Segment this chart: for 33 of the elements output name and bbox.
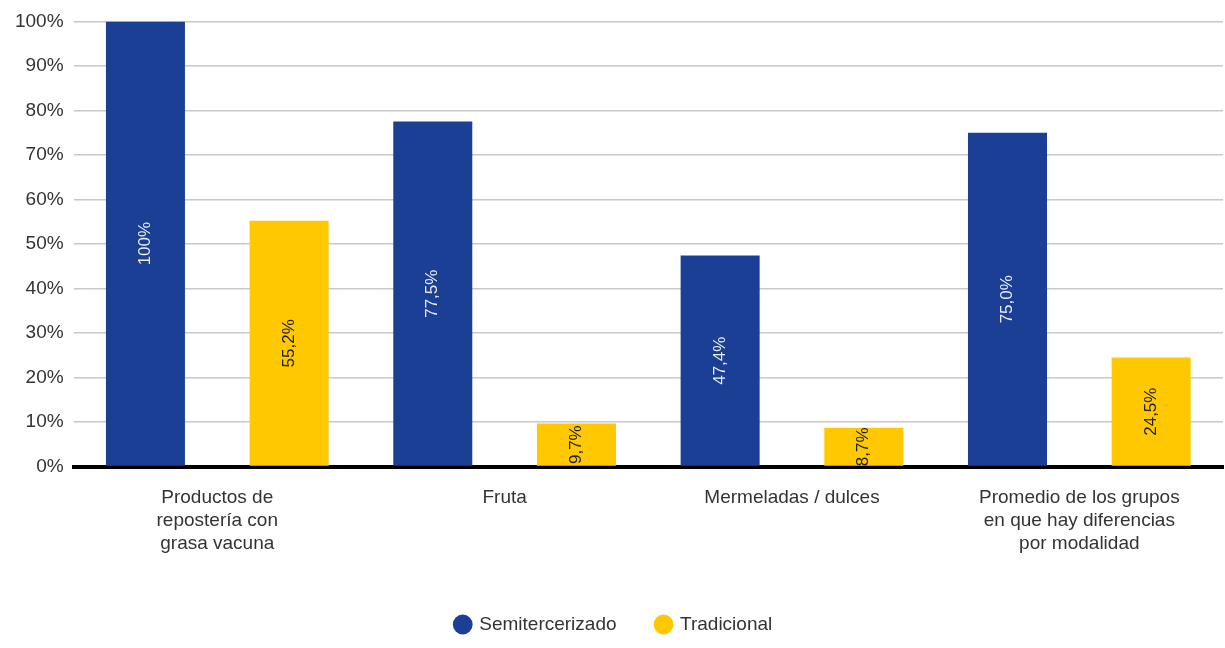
y-tick-label: 20%	[25, 365, 64, 387]
x-tick-label: Promedio de los grupos en que hay diferencias por modalidad	[978, 486, 1180, 553]
y-tick-label: 90%	[25, 54, 64, 76]
y-tick-label: 70%	[25, 143, 64, 165]
x-tick-label: Mermeladas / dulces	[704, 486, 880, 508]
y-tick-label: 40%	[25, 276, 64, 298]
y-tick-label: 10%	[25, 410, 64, 432]
bar	[249, 220, 329, 466]
legend-label: Tradicional	[680, 612, 773, 634]
x-tick-label: Fruta	[482, 486, 528, 508]
bar	[967, 132, 1047, 466]
bar	[824, 427, 904, 466]
data-label: 24,5%	[1140, 387, 1160, 436]
legend-label: Semitercerizado	[479, 612, 617, 634]
data-label: 75,0%	[997, 275, 1017, 324]
y-tick-label: 0%	[36, 454, 64, 476]
bar	[105, 21, 185, 466]
bar	[536, 423, 616, 466]
bar	[680, 255, 760, 466]
bar	[393, 121, 473, 466]
data-label: 55,2%	[278, 319, 298, 368]
y-tick-label: 30%	[25, 321, 64, 343]
bar	[1111, 357, 1191, 466]
data-label: 100%	[135, 221, 155, 266]
y-tick-label: 80%	[25, 98, 64, 120]
y-tick-label: 60%	[25, 187, 64, 209]
y-tick-label: 100%	[14, 9, 64, 31]
data-label: 8,7%	[853, 427, 873, 467]
data-label: 47,4%	[709, 336, 729, 385]
data-label: 77,5%	[422, 269, 442, 318]
x-tick-label: Productos de repostería con grasa vacuna	[156, 486, 278, 553]
data-label: 9,7%	[566, 425, 586, 465]
y-tick-label: 50%	[25, 232, 64, 254]
